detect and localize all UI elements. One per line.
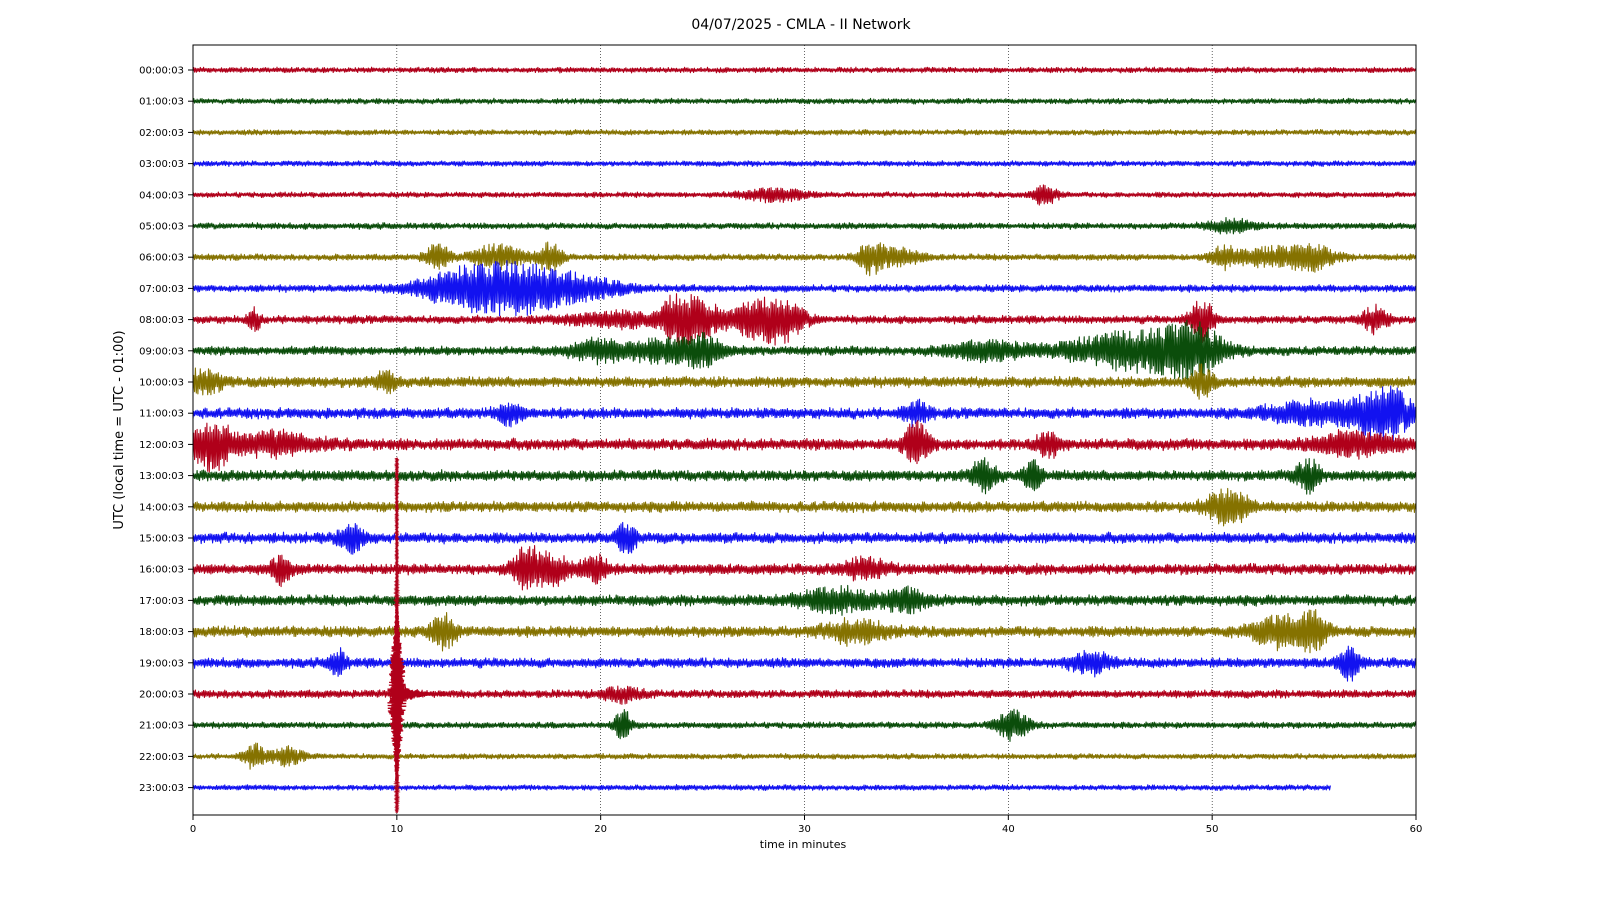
y-tick-label: 07:00:03 xyxy=(139,284,184,295)
y-axis-ticks: 00:00:03 01:00:03 02:00:03 03:00:03 04:00:03… xyxy=(139,66,193,794)
y-tick-label: 01:00:03 xyxy=(139,97,184,108)
trace-row-05-00-03 xyxy=(192,216,1417,235)
y-tick-label: 15:00:03 xyxy=(139,534,184,545)
x-tick-label: 60 xyxy=(1410,824,1423,835)
x-axis-ticks: 0 10 20 30 40 50 60 xyxy=(190,815,1423,835)
y-tick-label: 10:00:03 xyxy=(139,378,184,389)
chart-title: 04/07/2025 - CMLA - II Network xyxy=(691,17,911,33)
y-tick-label: 20:00:03 xyxy=(139,690,184,701)
trace-row-09-00-03 xyxy=(192,319,1417,381)
y-tick-label: 09:00:03 xyxy=(139,346,184,357)
major-event-coda xyxy=(396,683,447,706)
y-tick-label: 03:00:03 xyxy=(139,159,184,170)
x-tick-label: 20 xyxy=(594,824,607,835)
y-tick-label: 04:00:03 xyxy=(139,190,184,201)
trace-row-02-00-03 xyxy=(192,128,1417,136)
y-tick-label: 23:00:03 xyxy=(139,783,184,794)
x-axis-label: time in minutes xyxy=(760,838,847,851)
trace-row-23-00-03 xyxy=(192,784,1331,792)
y-axis-label: UTC (local time = UTC - 01:00) xyxy=(112,330,127,529)
trace-row-10-00-03 xyxy=(192,363,1417,400)
x-tick-label: 50 xyxy=(1206,824,1219,835)
trace-row-03-00-03 xyxy=(192,160,1417,168)
trace-row-01-00-03 xyxy=(192,97,1417,105)
y-tick-label: 16:00:03 xyxy=(139,565,184,576)
y-tick-label: 08:00:03 xyxy=(139,315,184,326)
y-tick-label: 19:00:03 xyxy=(139,658,184,669)
x-tick-label: 0 xyxy=(190,824,196,835)
trace-row-11-00-03 xyxy=(192,385,1417,446)
x-tick-label: 30 xyxy=(798,824,811,835)
y-tick-label: 18:00:03 xyxy=(139,627,184,638)
y-tick-label: 17:00:03 xyxy=(139,596,184,607)
vertical-gridlines xyxy=(396,45,1213,815)
y-tick-label: 14:00:03 xyxy=(139,502,184,513)
y-tick-label: 22:00:03 xyxy=(139,752,184,763)
trace-row-07-00-03 xyxy=(192,260,1417,317)
y-tick-label: 21:00:03 xyxy=(139,721,184,732)
trace-row-06-00-03 xyxy=(192,241,1417,277)
y-tick-label: 00:00:03 xyxy=(139,66,184,77)
trace-row-04-00-03 xyxy=(192,184,1417,206)
trace-row-00-00-03 xyxy=(192,66,1417,74)
y-tick-label: 12:00:03 xyxy=(139,440,184,451)
major-event-trace xyxy=(387,457,407,814)
y-tick-label: 05:00:03 xyxy=(139,222,184,233)
trace-row-08-00-03 xyxy=(192,293,1417,351)
x-tick-label: 10 xyxy=(390,824,403,835)
seismic-traces xyxy=(192,66,1417,814)
y-tick-label: 11:00:03 xyxy=(139,409,184,420)
trace-row-12-00-03 xyxy=(192,419,1417,473)
y-tick-label: 02:00:03 xyxy=(139,128,184,139)
y-tick-label: 06:00:03 xyxy=(139,253,184,264)
y-tick-label: 13:00:03 xyxy=(139,471,184,482)
x-tick-label: 40 xyxy=(1002,824,1015,835)
